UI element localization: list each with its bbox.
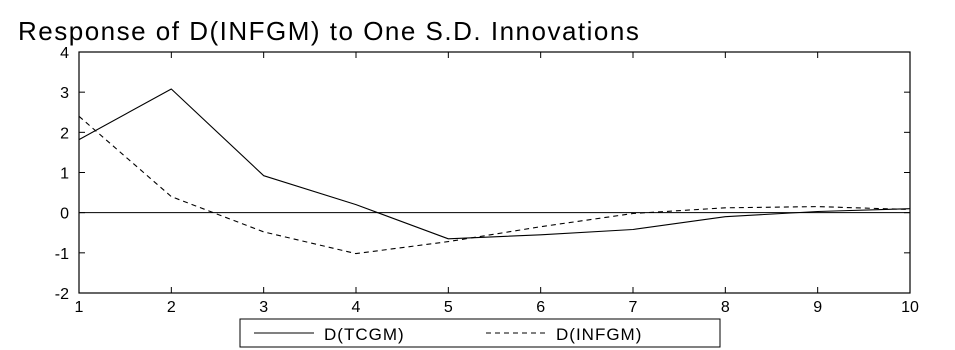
legend-box [239, 318, 721, 348]
x-tick-label: 2 [167, 299, 176, 316]
legend: D(TCGM) D(INFGM) [239, 318, 721, 348]
x-tick-label: 8 [721, 299, 730, 316]
x-tick-label: 4 [352, 299, 361, 316]
x-tick-label: 9 [813, 299, 822, 316]
x-tick-label: 7 [629, 299, 638, 316]
y-tick-label: -2 [55, 286, 69, 303]
chart-title: Response of D(INFGM) to One S.D. Innovat… [18, 16, 640, 46]
x-tick-label: 3 [259, 299, 268, 316]
series-line-d-infgm [78, 115, 911, 255]
legend-label-d-infgm: D(INFGM) [556, 325, 642, 344]
plot-frame [78, 51, 911, 294]
x-tick-label: 6 [536, 299, 545, 316]
y-tick-label: 0 [60, 206, 69, 223]
x-tick-label: 1 [75, 299, 84, 316]
legend-label-d-tcgm: D(TCGM) [324, 325, 405, 344]
series-line-d-tcgm [78, 88, 911, 240]
x-tick-label: 5 [444, 299, 453, 316]
x-tick-label: 10 [901, 299, 919, 316]
y-tick-label: 1 [60, 166, 69, 183]
y-tick-label: 4 [60, 45, 69, 62]
y-tick-label: 2 [60, 125, 69, 142]
y-tick-label: -1 [55, 246, 69, 263]
y-tick-label: 3 [60, 85, 69, 102]
